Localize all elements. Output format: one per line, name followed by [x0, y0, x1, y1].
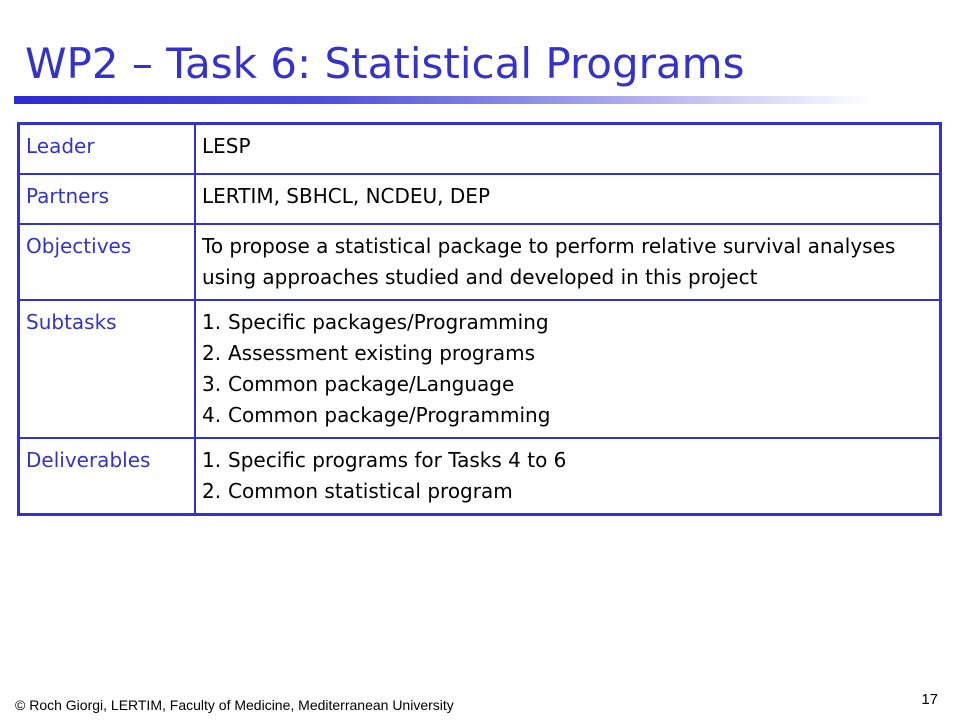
deliverable-item: 2. Common statistical program — [202, 476, 933, 507]
list-item-text: Common package/Programming — [228, 403, 551, 427]
page-number: 17 — [921, 691, 938, 708]
list-number: 1. — [202, 310, 222, 334]
task-info-table: Leader LESP Partners LERTIM, SBHCL, NCDE… — [17, 122, 942, 516]
list-number: 2. — [202, 341, 222, 365]
deliverables-label: Deliverables — [17, 437, 196, 516]
list-number: 3. — [202, 372, 222, 396]
partners-label: Partners — [17, 173, 196, 225]
deliverables-value: 1. Specific programs for Tasks 4 to 6 2. C… — [194, 437, 942, 516]
list-item-text: Common package/Language — [228, 372, 515, 396]
table-row-objectives: Objectives To propose a statistical pack… — [17, 223, 942, 301]
list-number: 4. — [202, 403, 222, 427]
list-item-text: Assessment existing programs — [228, 341, 536, 365]
list-item-text: Specific programs for Tasks 4 to 6 — [228, 448, 567, 472]
table-row-partners: Partners LERTIM, SBHCL, NCDEU, DEP — [17, 173, 942, 225]
list-number: 2. — [202, 479, 222, 503]
footer-credit: © Roch Giorgi, LERTIM, Faculty of Medici… — [15, 697, 454, 713]
leader-value: LESP — [194, 122, 942, 175]
objectives-value: To propose a statistical package to perf… — [194, 223, 942, 301]
subtask-item: 2. Assessment existing programs — [202, 338, 933, 369]
list-number: 1. — [202, 448, 222, 472]
table-row-leader: Leader LESP — [17, 122, 942, 175]
objectives-label: Objectives — [17, 223, 196, 301]
table-row-subtasks: Subtasks 1. Specific packages/Programming… — [17, 299, 942, 439]
list-item-text: Common statistical program — [228, 479, 513, 503]
deliverable-item: 1. Specific programs for Tasks 4 to 6 — [202, 445, 933, 476]
subtasks-value: 1. Specific packages/Programming 2. Assess… — [194, 299, 942, 439]
title-underline — [14, 96, 874, 104]
subtask-item: 1. Specific packages/Programming — [202, 307, 933, 338]
subtasks-list: 1. Specific packages/Programming 2. Assess… — [202, 307, 933, 431]
partners-value: LERTIM, SBHCL, NCDEU, DEP — [194, 173, 942, 225]
deliverables-list: 1. Specific programs for Tasks 4 to 6 2. C… — [202, 445, 933, 507]
table-row-deliverables: Deliverables 1. Specific programs for Tas… — [17, 437, 942, 516]
subtask-item: 3. Common package/Language — [202, 369, 933, 400]
slide-title: WP2 – Task 6: Statistical Programs — [25, 39, 745, 88]
subtask-item: 4. Common package/Programming — [202, 400, 933, 431]
list-item-text: Specific packages/Programming — [228, 310, 549, 334]
subtasks-label: Subtasks — [17, 299, 196, 439]
leader-label: Leader — [17, 122, 196, 175]
